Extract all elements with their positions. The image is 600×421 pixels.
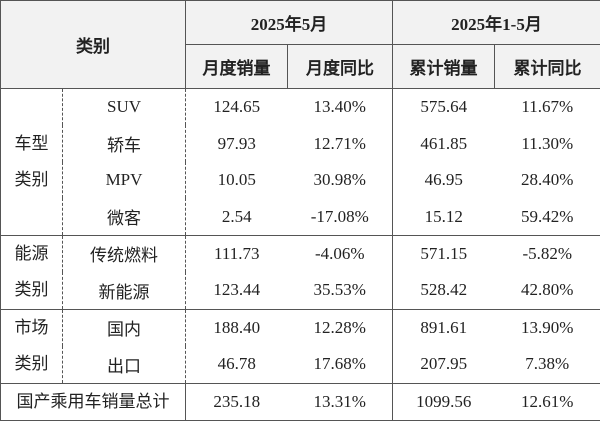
- header-row: 月度销量 月度同比 累计销量 累计同比: [1, 44, 600, 89]
- group-label-line: 能源: [14, 244, 49, 264]
- value-cell: 13.40%: [287, 88, 393, 126]
- column-header: 月度同比: [287, 44, 393, 89]
- period-header: 2025年5月: [185, 0, 393, 45]
- value-cell: 15.12: [392, 198, 495, 236]
- value-cell: -5.82%: [494, 234, 600, 273]
- data-row: 微客 2.54 -17.08% 15.12 59.42%: [1, 198, 600, 236]
- value-cell: 10.05: [217, 170, 256, 190]
- value-cell: 12.71%: [287, 125, 393, 162]
- value-cell: 97.93: [217, 133, 256, 153]
- column-header: 累计销量: [392, 44, 495, 89]
- column-header: 累计同比: [493, 44, 600, 89]
- value-cell: 46.95: [424, 170, 463, 190]
- table-header: 类别 2025年5月 2025年1-5月 月度销量 月度同比 累计销量 累计同比: [0, 0, 600, 89]
- row-name: 新能源: [62, 272, 186, 310]
- value-cell: 124.65: [185, 88, 288, 126]
- data-row: 能源类别 传统燃料 111.73 -4.06% 571.15 -5.82%: [0, 234, 600, 310]
- value-cell: 123.44: [185, 272, 288, 310]
- value-cell: 42.80%: [494, 272, 600, 310]
- column-header: 月度销量: [185, 44, 288, 89]
- table-body: 车型 类别 SUV 124.65 13.40% 575.64 11.67% 轿车 97.93 12…: [0, 88, 600, 421]
- group-label: 能源 类别: [0, 234, 63, 310]
- value-cell: 17.68%: [287, 346, 393, 384]
- value-cell: 111.73: [185, 234, 288, 273]
- row-name: MPV: [62, 161, 186, 199]
- group-label-line: 车型: [14, 133, 49, 153]
- value-cell: 59.42%: [494, 198, 600, 236]
- value-cell: 235.18: [185, 382, 288, 421]
- total-row: 国产乘用车销量总计 235.18 13.31% 1099.56 12.61%: [0, 382, 600, 421]
- value-cell: 891.61: [392, 308, 495, 347]
- value-cell: -17.08%: [287, 198, 393, 236]
- data-row: 出口 46.78 17.68% 207.95 7.38%: [1, 346, 600, 384]
- value-cell: 1099.56: [392, 382, 495, 421]
- data-row: 车型 类别 SUV 124.65 13.40% 575.64 11.67%: [0, 88, 600, 236]
- group-label-line: 类别: [14, 354, 49, 374]
- row-name: 传统燃料: [62, 234, 186, 273]
- row-name: 出口: [62, 346, 186, 384]
- value-cell: 571.15: [392, 234, 495, 273]
- group-label-line: 类别: [14, 280, 49, 300]
- data-row: MPV 10.05 30.98% 46.95 28.40%: [1, 161, 600, 199]
- value-cell: 13.31%: [287, 382, 393, 421]
- value-cell: 46.78: [185, 346, 288, 384]
- value-cell: 30.98%: [287, 161, 393, 199]
- row-name: 微客: [62, 198, 186, 236]
- group-label: 车型 类别: [0, 88, 63, 236]
- total-name: 国产乘用车销量总计: [0, 382, 186, 421]
- header-row: 类别 2025年5月 2025年1-5月: [0, 0, 600, 89]
- value-cell: 528.42: [392, 272, 495, 310]
- value-cell: 28.40%: [494, 161, 600, 199]
- value-cell: 207.95: [392, 346, 495, 384]
- value-cell: 7.38%: [494, 346, 600, 384]
- value-cell: 35.53%: [287, 272, 393, 310]
- value-cell: 13.90%: [494, 308, 600, 347]
- value-cell: 461.85: [420, 133, 468, 153]
- category-header: 类别: [0, 0, 186, 89]
- data-row: 轿车 97.93 12.71% 461.85 11.30%: [1, 125, 600, 162]
- period-header: 2025年1-5月: [391, 0, 600, 45]
- row-name: 国内: [62, 308, 186, 347]
- value-cell: 11.30%: [494, 125, 600, 162]
- data-row: 市场类别 国内 188.40 12.28% 891.61 13.90%: [0, 308, 600, 383]
- value-cell: 12.28%: [287, 308, 393, 347]
- value-cell: 12.61%: [494, 382, 600, 421]
- value-cell: 2.54: [185, 198, 288, 236]
- value-cell: 575.64: [392, 88, 495, 126]
- value-cell: 11.67%: [494, 88, 600, 126]
- group-label: 市场 类别: [0, 308, 63, 383]
- data-row: 新能源 123.44 35.53% 528.42 42.80%: [1, 272, 600, 310]
- group-label-line: 类别: [14, 169, 49, 189]
- value-cell: -4.06%: [287, 234, 393, 273]
- row-name: SUV: [62, 88, 186, 126]
- value-cell: 188.40: [185, 308, 288, 347]
- row-name: 轿车: [62, 125, 186, 162]
- group-label-line: 市场: [14, 318, 49, 338]
